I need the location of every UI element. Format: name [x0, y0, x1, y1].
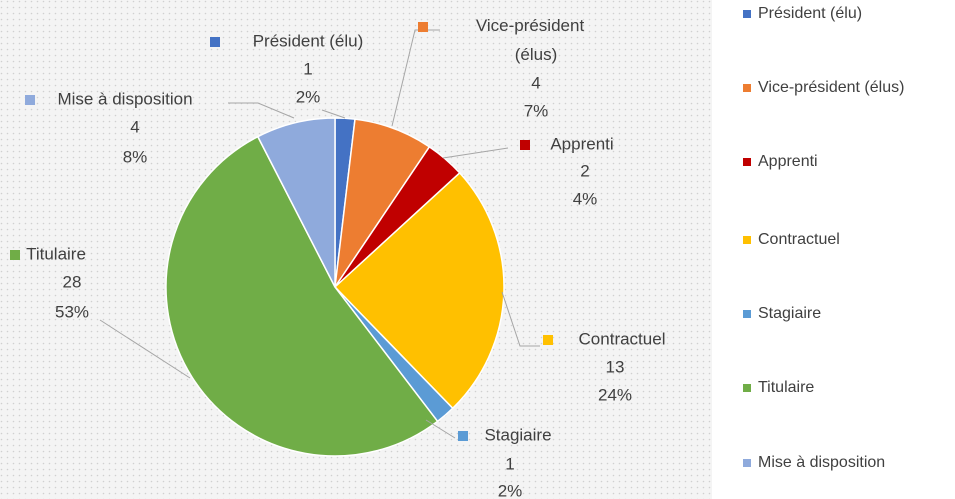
label-marker [10, 250, 20, 260]
data-label-name: Stagiaire [484, 425, 551, 444]
data-label-name: Vice-président (élus) [476, 16, 585, 64]
legend-label: Titulaire [758, 379, 814, 396]
legend-label: Vice-président (élus) [758, 79, 904, 96]
data-label-name: Contractuel [579, 329, 666, 348]
label-marker [210, 37, 220, 47]
legend-label: Stagiaire [758, 305, 821, 322]
label-marker [520, 140, 530, 150]
data-label-value: 1 [303, 59, 312, 78]
data-label-percent: 24% [598, 385, 632, 404]
legend-marker [743, 10, 751, 18]
legend-marker [743, 384, 751, 392]
pie-slice [165, 135, 439, 457]
data-label-name-line: (élus) [515, 45, 558, 64]
data-label-name: Apprenti [550, 134, 613, 153]
legend-marker [743, 459, 751, 467]
data-label-value: 28 [63, 272, 82, 291]
legend-marker [743, 236, 751, 244]
pie-slice [333, 171, 505, 410]
label-marker [418, 22, 428, 32]
data-label-value: 2 [580, 161, 589, 180]
data-label-value: 4 [531, 73, 540, 92]
legend-label: Président (élu) [758, 5, 862, 22]
data-label-percent: 53% [55, 302, 89, 321]
pie-slice [256, 117, 336, 288]
data-label-value: 4 [130, 117, 139, 136]
data-label-name-line: Vice-président [476, 16, 585, 35]
data-label-percent: 4% [573, 189, 598, 208]
legend-marker [743, 158, 751, 166]
label-marker [458, 431, 468, 441]
data-label-name: Mise à disposition [57, 89, 192, 108]
leader-lines [99, 29, 540, 439]
label-marker [25, 95, 35, 105]
data-label-percent: 2% [296, 87, 321, 106]
data-label-percent: 7% [524, 101, 549, 120]
data-label-percent: 8% [123, 147, 148, 166]
legend-marker [743, 84, 751, 92]
legend-label: Apprenti [758, 153, 818, 170]
data-label-value: 13 [606, 357, 625, 376]
legend-marker [743, 310, 751, 318]
data-label-name: Président (élu) [253, 31, 364, 50]
data-label-value: 1 [505, 454, 514, 473]
label-marker [543, 335, 553, 345]
legend-label: Contractuel [758, 231, 840, 248]
legend-label: Mise à disposition [758, 454, 885, 471]
data-label-name: Titulaire [26, 244, 86, 263]
data-label-percent: 2% [498, 481, 523, 499]
